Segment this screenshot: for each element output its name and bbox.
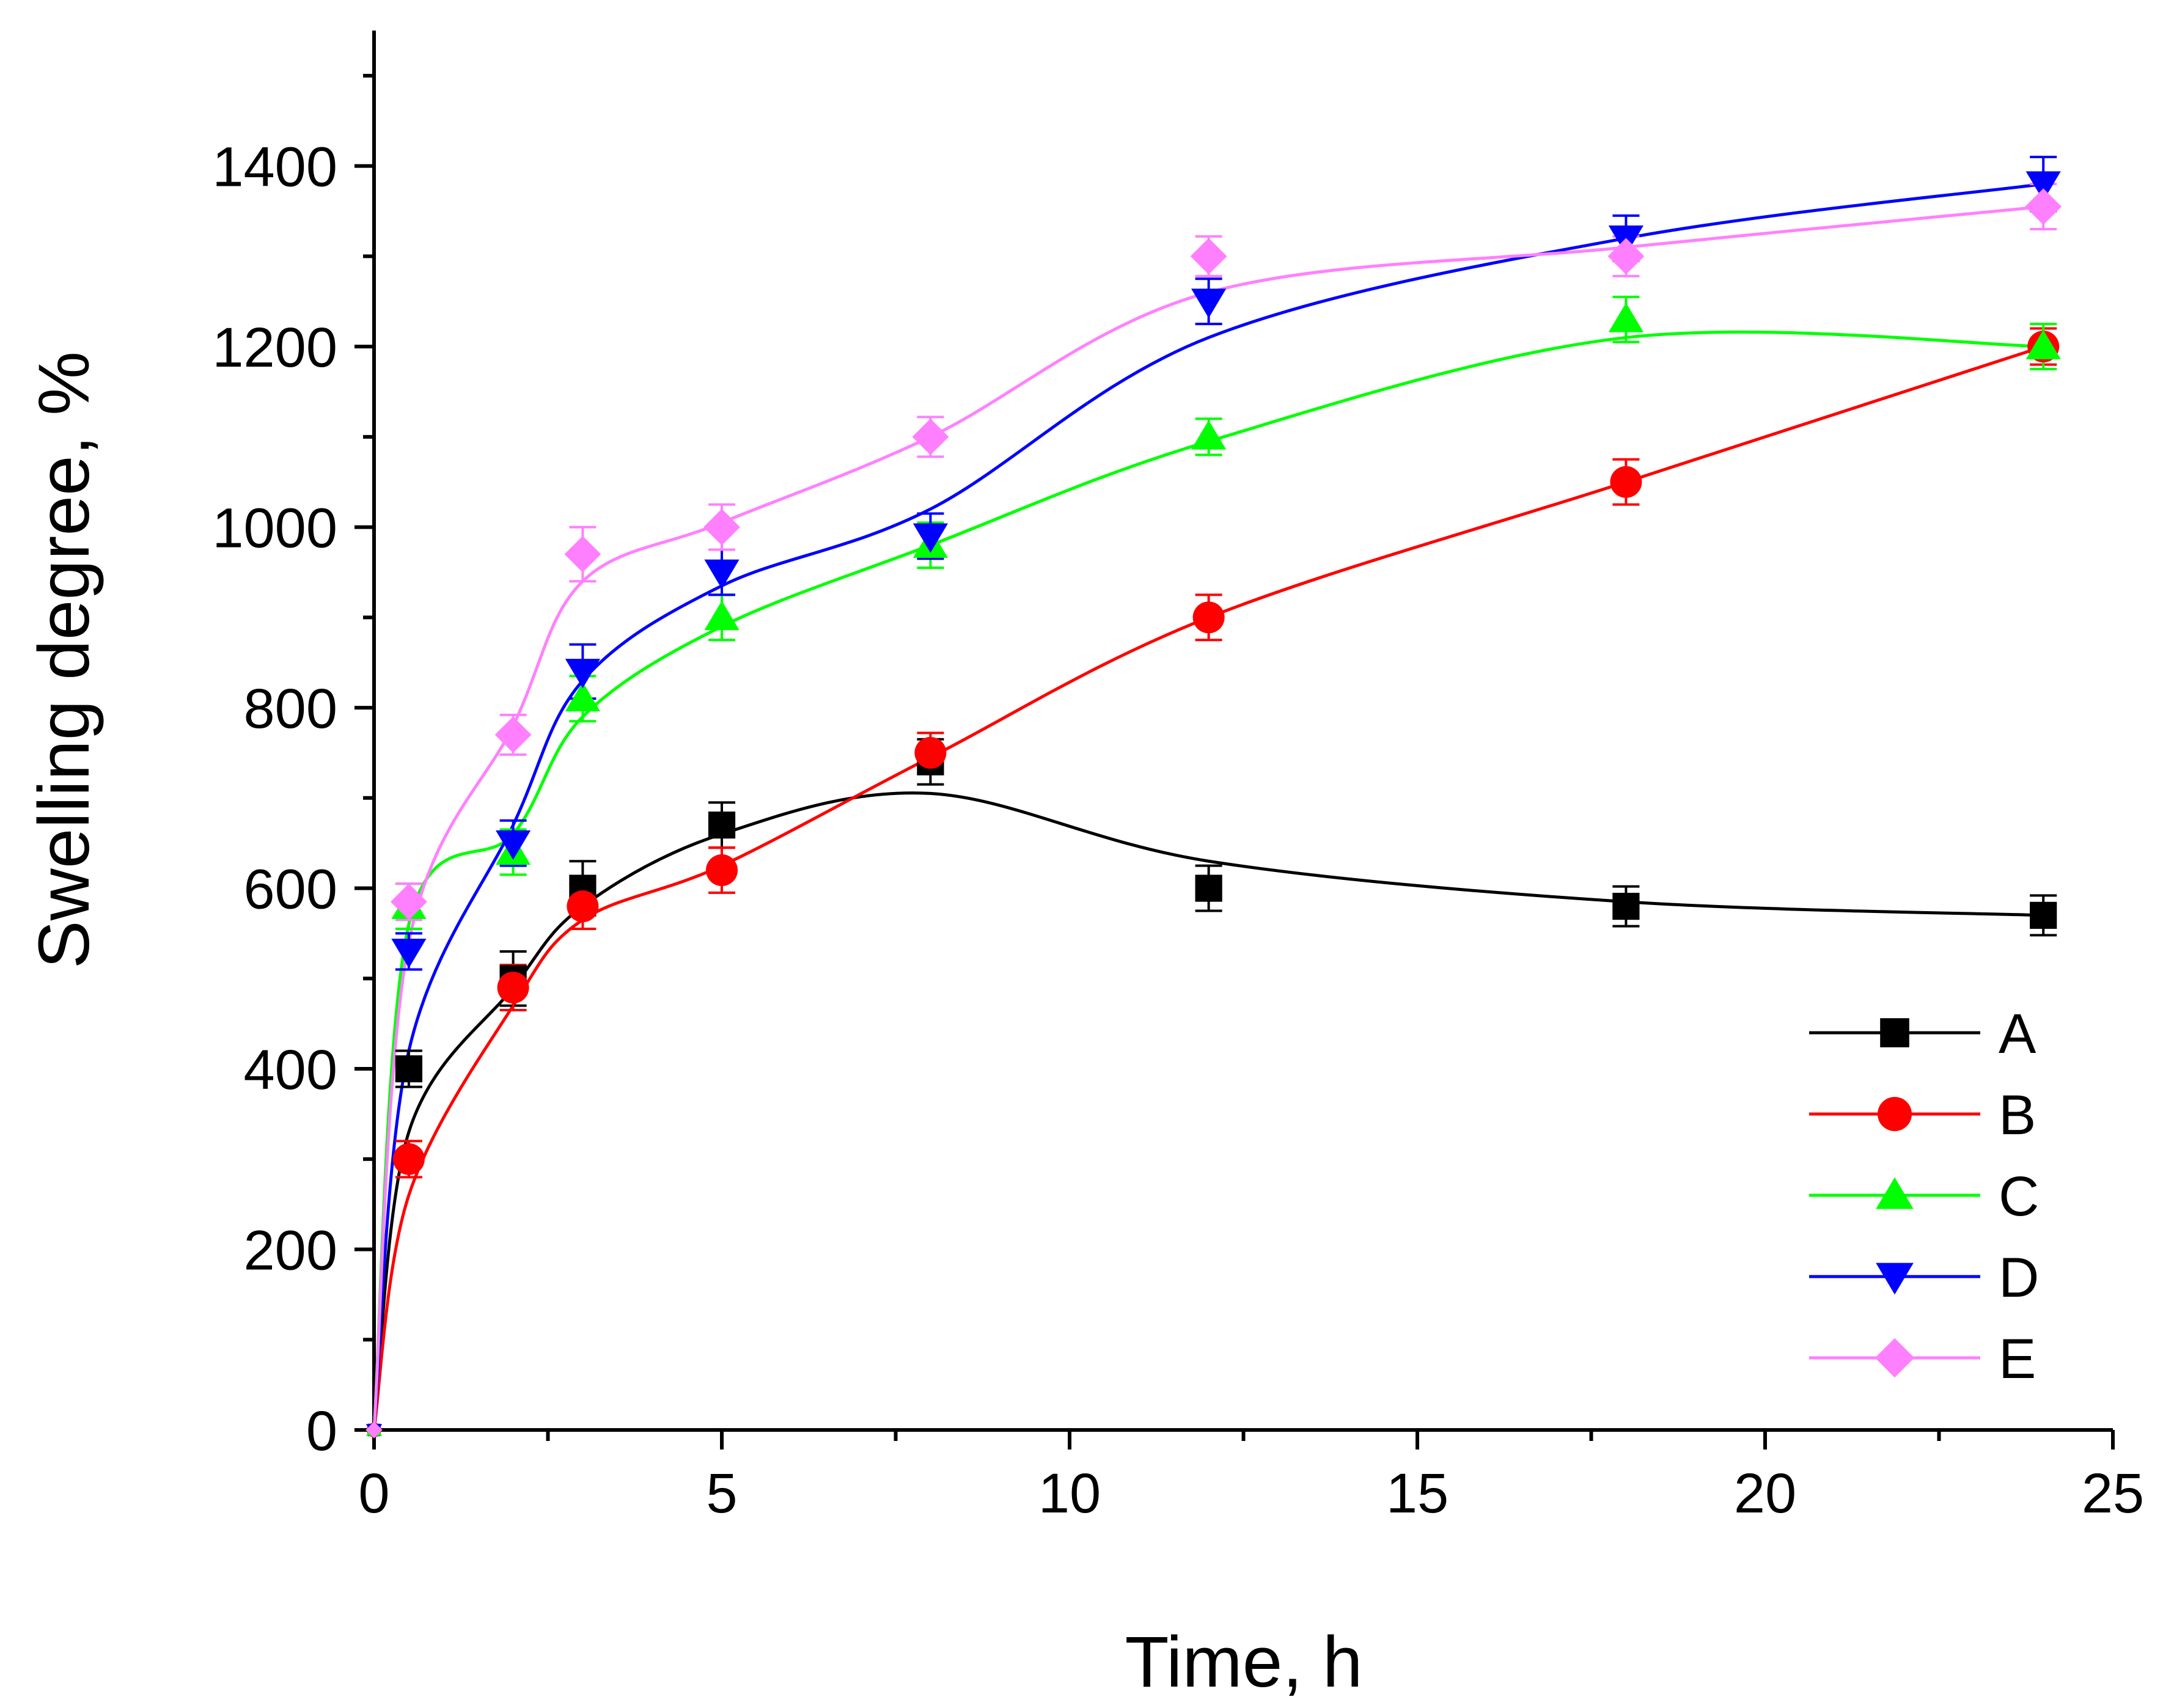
y-tick-label: 1200 [212,317,337,379]
marker-c [704,601,740,631]
marker-d [704,559,740,589]
marker-d [496,830,531,860]
marker-b [1192,601,1225,634]
marker-b [706,854,738,886]
y-tick-label: 1400 [212,136,337,199]
legend-marker-d [1876,1263,1914,1295]
y-tick-label: 0 [306,1400,337,1462]
fit-curves [372,182,2044,1431]
marker-d [913,523,948,553]
x-tick-label: 10 [1038,1462,1101,1525]
y-axis-title: Swelling degree, % [24,351,105,969]
marker-a [1195,874,1222,902]
x-tick-label: 5 [706,1462,737,1525]
marker-e [391,883,427,920]
marker-b [1610,466,1642,498]
marker-e [703,508,740,546]
marker-c [1191,420,1227,450]
y-tick-label: 800 [244,678,338,740]
x-tick-label: 25 [2082,1462,2144,1525]
marker-b [497,972,529,1004]
legend-label-d: D [1999,1247,2039,1309]
marker-e [494,716,532,753]
x-tick-label: 0 [358,1462,389,1525]
marker-a [1612,892,1640,920]
marker-d [1191,288,1227,318]
marker-a [2030,901,2057,929]
marker-d [391,939,427,969]
curve-e [372,205,2044,1431]
legend-marker-c [1876,1177,1914,1209]
y-tick-label: 600 [244,859,338,921]
marker-e [1607,238,1645,275]
legend-label-e: E [1999,1328,2036,1390]
y-tick-label: 200 [244,1220,338,1282]
marker-e [912,418,949,455]
marker-e [2025,188,2062,225]
marker-e [564,536,601,573]
axes: 0 5 10 15 20 25 0 200 400 600 800 1000 1200 1400 [212,31,2144,1525]
marker-e [365,1421,383,1439]
x-tick-label: 20 [1734,1462,1796,1525]
legend-marker-e [1875,1338,1915,1378]
legend-label-b: B [1999,1084,2036,1146]
x-axis-title: Time, h [1125,1622,1362,1703]
marker-c [2025,329,2061,359]
curve-d [372,182,2044,1431]
marker-b [567,890,599,923]
x-tick-label: 15 [1386,1462,1449,1525]
marker-c [1608,302,1643,332]
marker-c [565,681,600,712]
legend-label-c: C [1999,1165,2039,1228]
marker-d [565,659,600,689]
legend-label-a: A [1999,1003,2036,1065]
marker-a [395,1055,422,1083]
marker-b [392,1143,425,1175]
marker-a [708,812,736,839]
y-tick-label: 1000 [212,497,337,560]
data-markers [365,171,2062,1439]
marker-d [2025,171,2061,201]
legend-marker-a [1880,1018,1909,1047]
legend-marker-b [1878,1097,1912,1131]
marker-e [1190,238,1227,275]
marker-b [914,736,947,769]
y-tick-label: 400 [244,1039,338,1101]
